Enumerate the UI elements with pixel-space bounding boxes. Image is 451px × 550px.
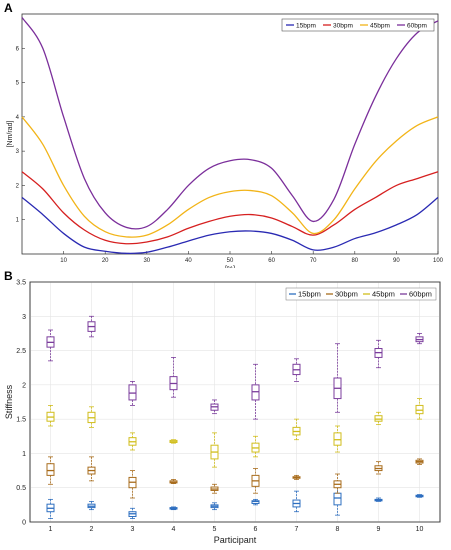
legend-label-b-60bpm: 60bpm (409, 290, 432, 299)
x-tick-label-a: 20 (102, 258, 109, 264)
y-tick-label-a: 3 (16, 149, 20, 155)
y-tick-label-a: 5 (16, 81, 20, 87)
box-60bpm (128, 384, 137, 401)
chart-b: B 0 0.5 1 1.5 2 2.5 3 3.5 1 2 3 4 5 6 7 8 9 10 Participant S… (4, 269, 441, 545)
x-tick-label-a: 40 (185, 258, 192, 264)
box-45bpm (374, 415, 383, 422)
x-axis-label-a: [%] (225, 266, 235, 268)
y-tick-label-b: 0 (22, 520, 26, 527)
x-tick-label-b: 1 (49, 526, 53, 533)
x-tick-label-a: 100 (433, 258, 444, 264)
plot-border-b (29, 281, 441, 523)
legend-label-b-45bpm: 45bpm (372, 290, 395, 299)
legend-box-b (285, 287, 437, 301)
plot-frame-b (29, 281, 441, 523)
x-tick-label-b: 4 (172, 526, 176, 533)
legend-label-b-15bpm: 15bpm (298, 290, 321, 299)
plot-frame-a (21, 13, 439, 255)
y-tick-label-b: 2 (22, 382, 26, 389)
y-tick-label-b: 2.5 (16, 348, 26, 355)
box-15bpm (333, 492, 342, 506)
x-tick-label-b: 5 (213, 526, 217, 533)
x-tick-label-b: 10 (416, 526, 424, 533)
legend-label-45bpm: 45bpm (370, 23, 390, 30)
panel-label-a: A (4, 1, 13, 15)
legend-label-60bpm: 60bpm (407, 23, 427, 30)
x-tick-label-a: 60 (268, 258, 275, 264)
y-tick-label-b: 1.5 (16, 417, 26, 424)
legend-box-a (281, 18, 435, 32)
chart-a: A 10 20 30 40 50 60 70 80 90 100 1 2 3 4 5 6 [%] [Nm/rad] 1… (4, 1, 444, 268)
y-tick-label-b: 1 (22, 451, 26, 458)
x-tick-label-b: 2 (90, 526, 94, 533)
panel-label-b: B (4, 269, 13, 283)
x-tick-label-b: 7 (295, 526, 299, 533)
x-tick-label-a: 90 (393, 258, 400, 264)
x-tick-label-b: 8 (336, 526, 340, 533)
y-tick-label-b: 3.5 (16, 280, 26, 287)
x-tick-label-b: 6 (254, 526, 258, 533)
series-line-15bpm (21, 196, 439, 255)
y-tick-label-a: 4 (16, 115, 20, 121)
x-axis-label-b: Participant (214, 535, 257, 545)
x-tick-label-a: 50 (227, 258, 234, 264)
series-line-60bpm (21, 17, 439, 230)
legend-label-15bpm: 15bpm (296, 23, 316, 30)
legend-label-b-30bpm: 30bpm (335, 290, 358, 299)
x-tick-label-a: 10 (60, 258, 67, 264)
legend-label-30bpm: 30bpm (333, 23, 353, 30)
series-line-45bpm (21, 116, 439, 238)
y-tick-label-a: 6 (16, 46, 20, 52)
box-15bpm (251, 500, 260, 504)
y-tick-label-a: 2 (16, 183, 20, 189)
x-tick-label-b: 9 (377, 526, 381, 533)
y-tick-label-b: 3 (22, 314, 26, 321)
box-60bpm (251, 384, 260, 401)
y-axis-label-a: [Nm/rad] (7, 121, 14, 148)
x-tick-label-a: 70 (310, 258, 317, 264)
x-tick-label-a: 80 (351, 258, 358, 264)
y-tick-label-b: 0.5 (16, 485, 26, 492)
box-45bpm (333, 432, 342, 446)
series-line-30bpm (21, 171, 439, 245)
y-tick-label-a: 1 (16, 218, 20, 224)
x-tick-label-a: 30 (143, 258, 150, 264)
y-axis-label-b: Stiffness (4, 384, 14, 419)
x-tick-label-b: 3 (131, 526, 135, 533)
box-45bpm (415, 404, 424, 415)
box-30bpm (46, 463, 55, 476)
